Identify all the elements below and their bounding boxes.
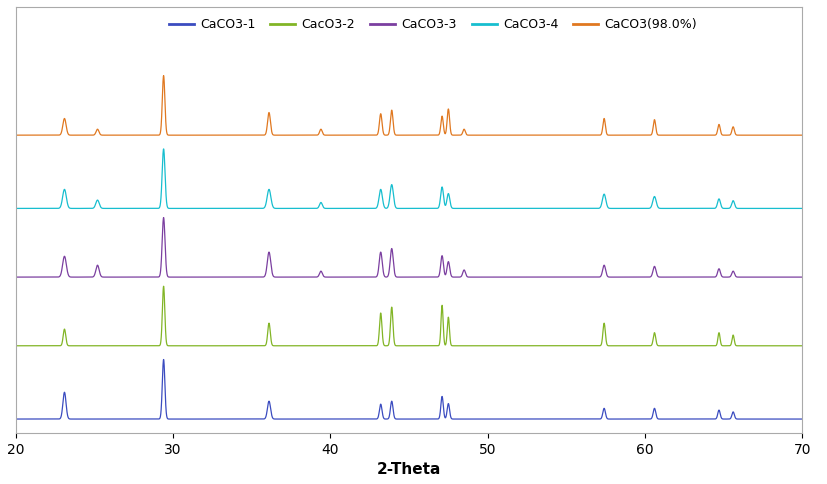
Legend: CaCO3-1, CacO3-2, CaCO3-3, CaCO3-4, CaCO3(98.0%): CaCO3-1, CacO3-2, CaCO3-3, CaCO3-4, CaCO… [164, 13, 701, 36]
X-axis label: 2-Theta: 2-Theta [376, 462, 441, 477]
